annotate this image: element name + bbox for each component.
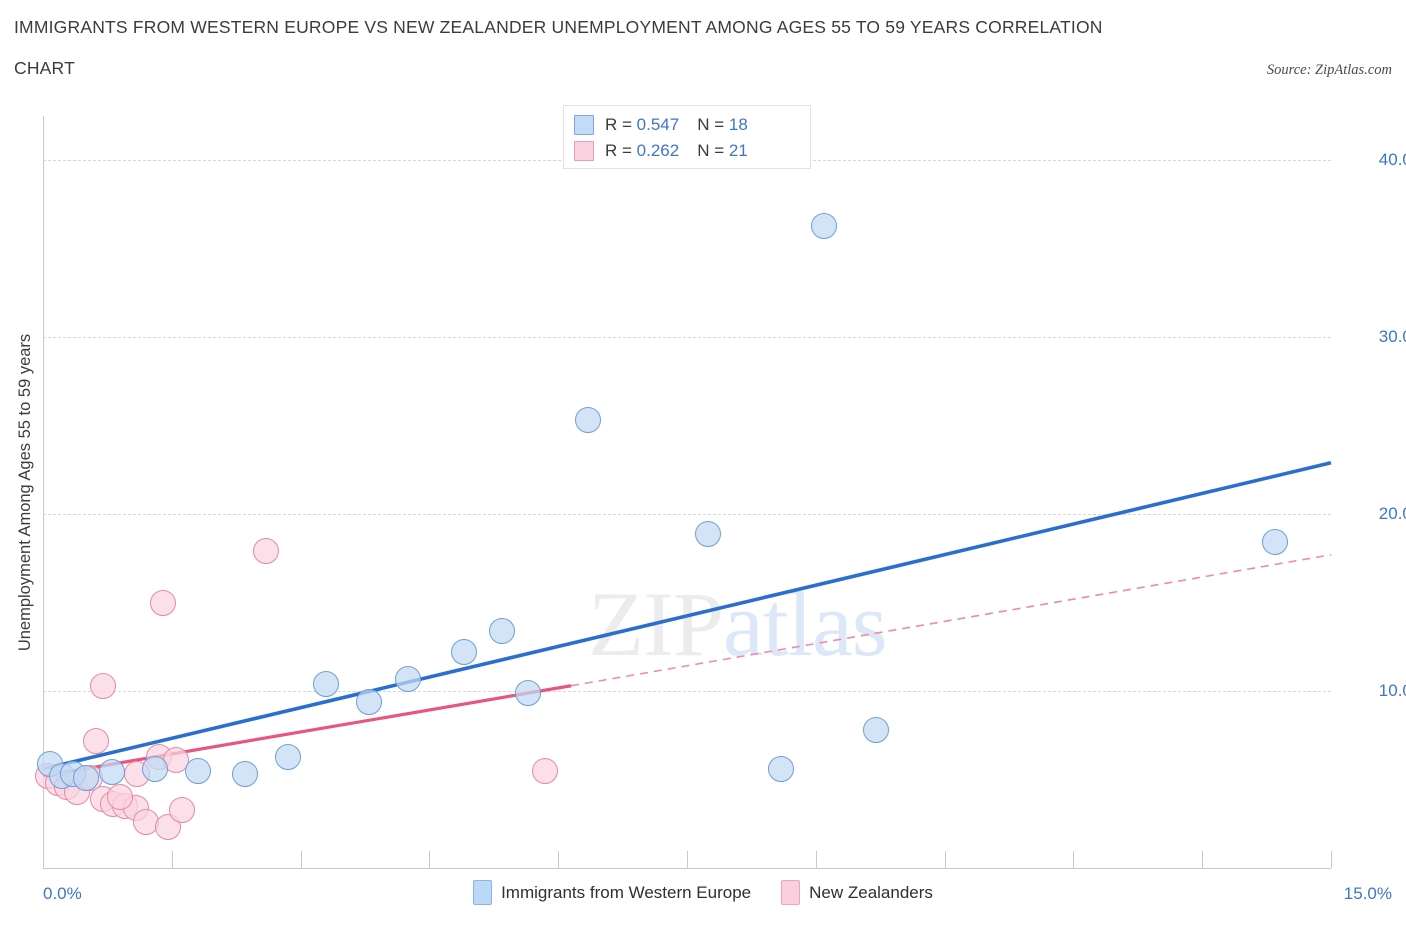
gridline [43, 691, 1331, 693]
series-legend: Immigrants from Western Europe New Zeala… [0, 880, 1406, 905]
n-label-blue: N = [697, 115, 725, 134]
data-point-immigrants-western-europe[interactable] [231, 761, 258, 788]
data-point-immigrants-western-europe[interactable] [141, 755, 168, 782]
data-point-immigrants-western-europe[interactable] [515, 679, 542, 706]
n-value-blue: 18 [728, 115, 748, 134]
data-point-immigrants-western-europe[interactable] [274, 743, 301, 770]
x-axis-tick [1073, 851, 1075, 868]
data-point-immigrants-western-europe[interactable] [394, 665, 421, 692]
n-label-pink: N = [697, 141, 725, 160]
x-axis-max-label: 15.0% [1343, 884, 1392, 903]
series-legend-item-blue[interactable]: Immigrants from Western Europe [473, 880, 751, 905]
x-axis-tick [1331, 851, 1332, 868]
y-axis-tick-label: 40.0% [1378, 150, 1406, 170]
data-point-immigrants-western-europe[interactable] [768, 755, 795, 782]
source-attribution: Source: ZipAtlas.com [1266, 62, 1392, 78]
series-legend-item-pink[interactable]: New Zealanders [781, 880, 933, 905]
x-axis-line [43, 868, 1331, 869]
x-axis-tick [171, 851, 173, 868]
r-label-blue: R = [605, 115, 632, 134]
chart-title-block: IMMIGRANTS FROM WESTERN EUROPE VS NEW ZE… [14, 17, 1254, 79]
r-value-pink: 0.262 [636, 141, 680, 160]
data-point-new-zealanders[interactable] [83, 727, 110, 754]
series-swatch-icon-blue [473, 880, 493, 905]
x-axis-min-label: 0.0% [43, 884, 82, 903]
data-point-immigrants-western-europe[interactable] [1262, 529, 1289, 556]
data-point-new-zealanders[interactable] [107, 784, 134, 811]
data-point-immigrants-western-europe[interactable] [450, 639, 477, 666]
data-point-immigrants-western-europe[interactable] [811, 212, 838, 239]
x-axis-tick [558, 851, 560, 868]
data-point-immigrants-western-europe[interactable] [489, 617, 516, 644]
plot-area: 10.0%20.0%30.0%40.0% ZIPatlas [35, 116, 1406, 869]
stats-legend-text-blue: R = 0.547 N = 18 [605, 115, 748, 135]
data-point-immigrants-western-europe[interactable] [575, 407, 602, 434]
stats-legend-row-blue: R = 0.547 N = 18 [574, 112, 800, 138]
data-point-new-zealanders[interactable] [90, 672, 117, 699]
series-swatch-icon-pink [781, 880, 801, 905]
data-point-immigrants-western-europe[interactable] [695, 520, 722, 547]
x-axis-tick [300, 851, 302, 868]
data-point-new-zealanders[interactable] [253, 538, 280, 565]
trendlines-group [42, 461, 1332, 778]
stats-legend-row-pink: R = 0.262 N = 21 [574, 138, 800, 164]
data-point-new-zealanders[interactable] [532, 757, 559, 784]
y-axis-line [43, 116, 44, 868]
y-axis-tick-label: 10.0% [1378, 681, 1406, 701]
r-value-blue: 0.547 [636, 115, 680, 134]
page-title: IMMIGRANTS FROM WESTERN EUROPE VS NEW ZE… [14, 17, 1103, 37]
page-title-second-line: CHART [14, 58, 75, 79]
x-axis-tick [429, 851, 431, 868]
series-legend-label-pink: New Zealanders [809, 882, 933, 902]
gridline [43, 337, 1331, 339]
x-axis-tick [944, 851, 946, 868]
series-legend-label-blue: Immigrants from Western Europe [501, 882, 752, 902]
data-point-immigrants-western-europe[interactable] [356, 688, 383, 715]
data-point-new-zealanders[interactable] [150, 589, 177, 616]
data-point-new-zealanders[interactable] [154, 814, 181, 841]
x-axis-tick [815, 851, 817, 868]
stats-legend-text-pink: R = 0.262 N = 21 [605, 141, 748, 161]
y-axis-title: Unemployment Among Ages 55 to 59 years [14, 116, 38, 868]
trendline-immigrants-western-europe [42, 461, 1332, 771]
legend-swatch-icon-pink [574, 141, 594, 161]
data-point-immigrants-western-europe[interactable] [72, 764, 99, 791]
gridline [43, 514, 1331, 516]
data-point-immigrants-western-europe[interactable] [862, 716, 889, 743]
x-axis-tick [43, 851, 44, 868]
y-axis-tick-label: 30.0% [1378, 327, 1406, 347]
data-point-new-zealanders[interactable] [169, 796, 196, 823]
x-axis-tick [1202, 851, 1204, 868]
n-value-pink: 21 [728, 141, 748, 160]
y-axis-title-text: Unemployment Among Ages 55 to 59 years [16, 333, 35, 651]
trendline-new-zealanders [42, 684, 572, 778]
data-point-immigrants-western-europe[interactable] [184, 757, 211, 784]
y-axis-tick-label: 20.0% [1378, 504, 1406, 524]
stats-legend: R = 0.547 N = 18 R = 0.262 N = 21 [563, 105, 811, 169]
legend-swatch-icon-blue [574, 115, 594, 135]
data-point-immigrants-western-europe[interactable] [98, 759, 125, 786]
r-label-pink: R = [605, 141, 632, 160]
trendline-new-zealanders-dashed [570, 554, 1332, 687]
x-axis-tick [687, 851, 688, 868]
data-point-immigrants-western-europe[interactable] [313, 670, 340, 697]
